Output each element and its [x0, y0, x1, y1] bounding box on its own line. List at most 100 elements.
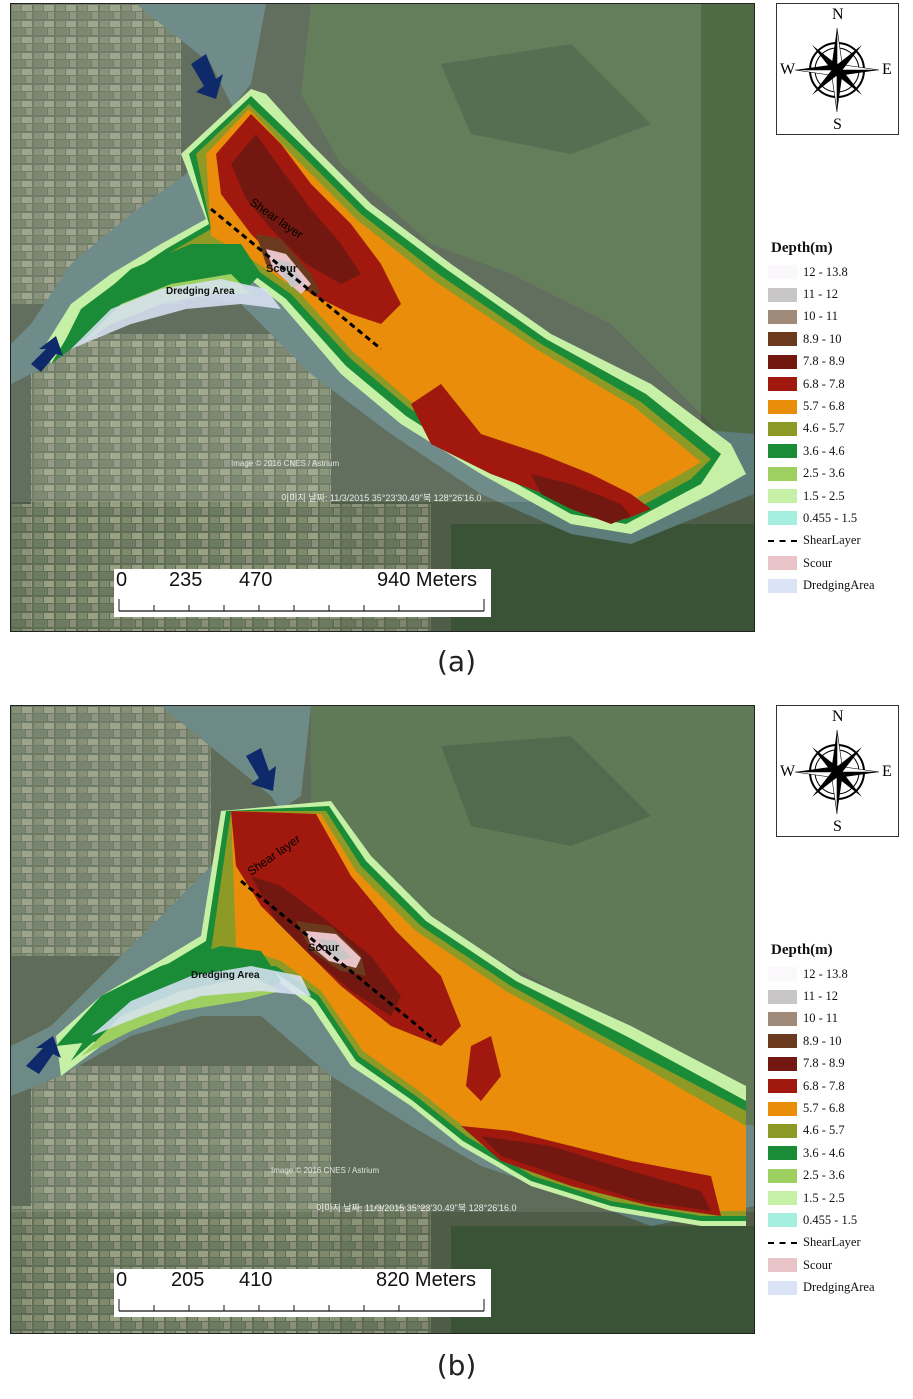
legend-label: 10 - 11: [803, 309, 838, 324]
scale-ruler: [118, 1299, 485, 1312]
legend-swatch: [768, 1123, 797, 1138]
legend-label: 5.7 - 6.8: [803, 1101, 845, 1116]
legend-item: 8.9 - 10: [768, 1030, 908, 1052]
legend-label: 6.8 - 7.8: [803, 1078, 845, 1093]
legend-item: 12 - 13.8: [768, 963, 908, 985]
shear-layer-line: [240, 879, 437, 1043]
scale-tick-2: 410: [239, 1269, 273, 1291]
legend-label: 12 - 13.8: [803, 966, 848, 981]
flow-arrow-north: [246, 748, 276, 791]
compass-north-label: N: [832, 6, 844, 23]
legend-item: 10 - 11: [768, 306, 908, 328]
imagery-date: 이미지 날짜: 11/3/2015 35°23'30.49"북 128°26'1…: [316, 1203, 516, 1213]
legend-label: 4.6 - 5.7: [803, 1123, 845, 1138]
scale-tick-1: 205: [171, 1269, 205, 1291]
legend-label: 7.8 - 8.9: [803, 1056, 845, 1071]
dredging-area-label: Dredging Area: [166, 286, 235, 297]
compass-east-label: E: [882, 763, 892, 780]
legend-label: DredgingArea: [803, 578, 875, 593]
legend-item: 3.6 - 4.6: [768, 440, 908, 462]
legend-label: 10 - 11: [803, 1011, 838, 1026]
legend-item: 5.7 - 6.8: [768, 395, 908, 417]
legend-item: ShearLayer: [768, 1232, 908, 1254]
legend-item: 7.8 - 8.9: [768, 1053, 908, 1075]
legend-item: 6.8 - 7.8: [768, 1075, 908, 1097]
legend-swatch: [768, 1191, 797, 1206]
legend-item: DredgingArea: [768, 1276, 908, 1298]
legend-item: 1.5 - 2.5: [768, 485, 908, 507]
legend-label: 12 - 13.8: [803, 264, 848, 279]
legend-label: 8.9 - 10: [803, 331, 842, 346]
legend-label: 11 - 12: [803, 287, 838, 302]
map-canvas: Shear layer Scour Dredging Area Image © …: [11, 4, 754, 631]
legend-swatch: [768, 399, 797, 414]
dredging-area-label: Dredging Area: [191, 970, 260, 981]
legend-item: 0.455 - 1.5: [768, 507, 908, 529]
legend-label: ShearLayer: [803, 1235, 861, 1250]
legend-swatch: [768, 1101, 797, 1116]
legend-swatch: [768, 332, 797, 347]
scale-ruler: [118, 599, 485, 612]
compass-north-label: N: [832, 708, 844, 725]
legend-item: 0.455 - 1.5: [768, 1209, 908, 1231]
imagery-credit: Image © 2016 CNES / Astrium: [231, 459, 339, 468]
scour-label: Scour: [308, 942, 340, 954]
legend-label: ShearLayer: [803, 533, 861, 548]
legend-label: Scour: [803, 555, 833, 570]
panel-a: Shear layer Scour Dredging Area Image © …: [0, 0, 913, 695]
legend-swatch: [768, 1213, 797, 1228]
compass-east-label: E: [882, 61, 892, 78]
legend-swatch: [768, 1034, 797, 1049]
legend-swatch: [768, 1079, 797, 1094]
compass-south-label: S: [833, 116, 842, 133]
compass-west-label: W: [780, 61, 796, 78]
flow-arrow-north: [191, 54, 223, 99]
legend-label: 7.8 - 8.9: [803, 354, 845, 369]
legend-swatch: [768, 1280, 797, 1295]
depth-map[interactable]: Shear layer Scour Dredging Area Image © …: [10, 705, 755, 1334]
legend-item: 2.5 - 3.6: [768, 463, 908, 485]
legend-swatch: [768, 1258, 797, 1273]
legend-item: 12 - 13.8: [768, 261, 908, 283]
legend-swatch: [768, 556, 797, 571]
dredging-area-polygon: [71, 279, 281, 349]
legend-swatch: [768, 444, 797, 459]
legend-item: Scour: [768, 552, 908, 574]
legend-item: ShearLayer: [768, 530, 908, 552]
legend-swatch: [768, 265, 797, 280]
compass-west-label: W: [780, 763, 796, 780]
legend-item: 3.6 - 4.6: [768, 1142, 908, 1164]
legend-swatch: [768, 489, 797, 504]
imagery-credit: Image © 2016 CNES / Astrium: [271, 1166, 379, 1175]
compass-rose-icon: [794, 27, 880, 113]
legend-swatch: [768, 1056, 797, 1071]
legend-swatch: [768, 287, 797, 302]
legend-label: 6.8 - 7.8: [803, 376, 845, 391]
legend-label: 0.455 - 1.5: [803, 510, 858, 525]
depth-legend: Depth(m) 12 - 13.8 11 - 12 10 - 11 8.9 - 10…: [768, 240, 908, 597]
legend-item: 4.6 - 5.7: [768, 1120, 908, 1142]
legend-title: Depth(m): [771, 942, 833, 958]
scale-tick-0: 0: [116, 569, 128, 591]
legend-swatch: [768, 989, 797, 1004]
legend-item: 11 - 12: [768, 283, 908, 305]
dredging-area-polygon: [91, 966, 311, 1036]
legend-swatch: [768, 377, 797, 392]
north-arrow: N S E W: [776, 3, 899, 135]
legend-label: 3.6 - 4.6: [803, 443, 845, 458]
legend-label: DredgingArea: [803, 1280, 875, 1295]
depth-map[interactable]: Shear layer Scour Dredging Area Image © …: [10, 3, 755, 632]
legend-label: 2.5 - 3.6: [803, 1168, 845, 1183]
legend-label: Scour: [803, 1257, 833, 1272]
scour-label: Scour: [266, 263, 298, 275]
legend-label: 5.7 - 6.8: [803, 399, 845, 414]
legend-label: 1.5 - 2.5: [803, 488, 845, 503]
legend-label: 2.5 - 3.6: [803, 466, 845, 481]
legend-swatch: [768, 967, 797, 982]
legend-label: 11 - 12: [803, 989, 838, 1004]
scale-bar: 0 235 470 940 Meters: [114, 569, 491, 617]
legend-item: 10 - 11: [768, 1008, 908, 1030]
legend-swatch: [768, 511, 797, 526]
legend-swatch: [768, 1011, 797, 1026]
legend-item: 1.5 - 2.5: [768, 1187, 908, 1209]
